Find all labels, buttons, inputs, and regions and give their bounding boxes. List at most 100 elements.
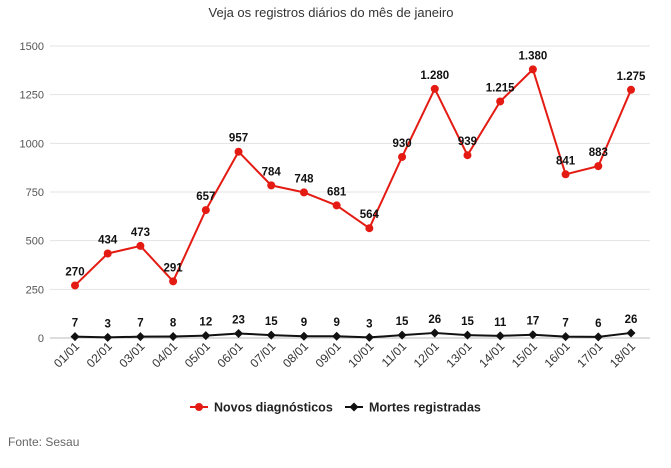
y-tick-label: 500 <box>26 236 44 248</box>
data-point <box>234 329 244 339</box>
data-point <box>70 332 80 342</box>
data-label: 7 <box>72 318 78 330</box>
data-label: 564 <box>360 209 380 221</box>
data-point <box>528 330 538 340</box>
y-tick-label: 1500 <box>20 41 44 53</box>
data-point <box>594 162 603 171</box>
y-tick-label: 1250 <box>20 90 44 102</box>
data-label: 681 <box>327 186 347 198</box>
y-tick-label: 250 <box>26 284 44 296</box>
data-label: 15 <box>461 316 474 328</box>
data-point <box>365 224 374 233</box>
data-label: 7 <box>137 318 143 330</box>
data-point <box>495 331 505 341</box>
data-point <box>299 331 309 341</box>
data-point <box>299 188 308 197</box>
data-label: 1.280 <box>420 70 449 82</box>
data-label: 657 <box>196 191 215 203</box>
legend-marker <box>349 402 359 412</box>
data-point <box>463 151 472 160</box>
data-label: 26 <box>428 314 441 326</box>
data-label: 26 <box>625 314 638 326</box>
data-point <box>561 170 570 179</box>
data-label: 11 <box>494 317 507 329</box>
data-label: 1.275 <box>617 71 646 83</box>
data-point <box>561 332 571 342</box>
data-point <box>234 147 243 156</box>
data-label: 784 <box>262 166 282 178</box>
series-novos-diagnosticos: 270 434 473 291 657 957 784 748 681 564 930 1.280 93… <box>65 50 646 290</box>
data-point <box>626 328 636 338</box>
data-label: 1.380 <box>518 50 547 62</box>
data-label: 1.215 <box>486 82 515 94</box>
chart-title: Veja os registros diários do mês de jane… <box>209 5 454 20</box>
legend-item: Mortes registradas <box>345 401 481 415</box>
legend-marker <box>195 403 203 411</box>
x-tick-label: 02/01 <box>84 339 115 370</box>
legend: Novos diagnósticos Mortes registradas <box>190 401 481 415</box>
x-tick-label: 16/01 <box>542 339 573 370</box>
data-point <box>397 330 407 340</box>
data-label: 15 <box>265 316 278 328</box>
data-point <box>430 328 440 338</box>
data-label: 15 <box>396 316 409 328</box>
gridlines <box>50 45 650 339</box>
data-point <box>71 281 79 290</box>
x-tick-label: 13/01 <box>443 339 474 370</box>
legend-label: Mortes registradas <box>369 401 481 415</box>
data-label: 12 <box>199 317 212 329</box>
data-label: 748 <box>294 173 314 185</box>
data-point <box>627 85 635 94</box>
data-label: 3 <box>366 318 372 330</box>
x-tick-label: 05/01 <box>182 339 213 370</box>
data-point <box>201 331 211 341</box>
data-label: 939 <box>458 136 477 148</box>
data-point <box>266 330 276 340</box>
data-point <box>136 241 145 250</box>
data-label: 7 <box>562 318 568 330</box>
legend-item: Novos diagnósticos <box>190 401 333 415</box>
data-point <box>430 84 439 93</box>
data-point <box>201 206 210 215</box>
x-tick-label: 08/01 <box>280 339 311 370</box>
x-tick-label: 11/01 <box>379 339 410 370</box>
data-point <box>135 332 145 342</box>
data-label: 841 <box>556 155 576 167</box>
x-axis: 01/01 02/01 03/01 04/01 05/01 06/01 07/01 08/01… <box>51 339 638 370</box>
data-label: 3 <box>105 318 111 330</box>
data-point <box>168 331 178 341</box>
data-label: 6 <box>595 318 601 330</box>
y-axis: 0 250 500 750 1000 1250 1500 <box>20 41 44 345</box>
data-label: 957 <box>229 133 248 145</box>
data-label: 8 <box>170 317 177 329</box>
series-mortes-registradas: 7 3 7 8 12 23 15 9 9 3 15 26 15 11 17 7 6 26 <box>70 314 638 342</box>
data-point <box>593 332 603 342</box>
data-point <box>332 331 342 341</box>
y-tick-label: 1000 <box>20 138 44 150</box>
data-label: 473 <box>131 227 150 239</box>
data-label: 9 <box>333 317 339 329</box>
data-label: 23 <box>232 315 245 327</box>
data-label: 930 <box>392 138 411 150</box>
source-note: Fonte: Sesau <box>8 435 79 449</box>
x-tick-label: 06/01 <box>215 339 246 370</box>
x-tick-label: 03/01 <box>116 339 147 370</box>
data-point <box>528 65 537 74</box>
data-point <box>267 181 276 190</box>
data-point <box>332 201 341 210</box>
x-tick-label: 07/01 <box>247 339 278 370</box>
data-label: 883 <box>589 147 608 159</box>
x-tick-label: 04/01 <box>149 339 180 370</box>
x-tick-label: 10/01 <box>345 339 376 370</box>
x-tick-label: 17/01 <box>574 339 605 370</box>
y-tick-label: 750 <box>26 187 44 199</box>
data-label: 270 <box>65 266 84 278</box>
data-point <box>364 332 374 342</box>
x-tick-label: 09/01 <box>313 339 344 370</box>
series-line <box>74 331 632 339</box>
x-tick-label: 18/01 <box>607 339 638 370</box>
data-point <box>496 97 505 106</box>
data-label: 434 <box>98 235 118 247</box>
data-point <box>103 332 113 342</box>
